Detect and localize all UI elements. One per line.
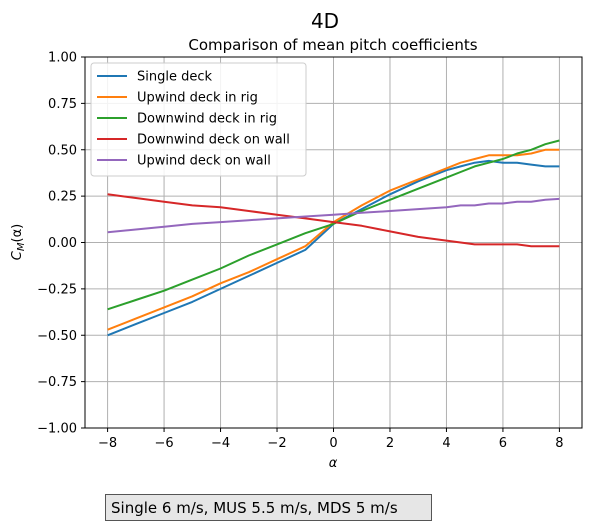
y-tick-label: −0.25 [37, 282, 77, 297]
figure-suptitle: 4D [311, 9, 339, 33]
x-tick-label: 2 [386, 436, 394, 451]
y-tick-label: 0.75 [48, 97, 77, 112]
y-tick-label: 0.50 [48, 143, 77, 158]
y-axis-label-suffix: (α) [10, 224, 25, 243]
y-tick-label: −0.75 [37, 375, 77, 390]
y-tick-label: 0.00 [48, 236, 77, 251]
legend-entry-label: Single deck [137, 70, 212, 85]
y-axis-label-sub: M [16, 242, 27, 251]
legend-entry-label: Downwind deck in rig [137, 112, 277, 127]
x-tick-label: −4 [211, 436, 230, 451]
legend-entry-label: Upwind deck on wall [137, 154, 271, 169]
y-tick-label: −1.00 [37, 422, 77, 437]
legend-entry-label: Upwind deck in rig [137, 91, 258, 106]
x-tick-label: 6 [499, 436, 507, 451]
y-tick-label: 0.25 [48, 190, 77, 205]
y-tick-label: −0.50 [37, 329, 77, 344]
x-tick-label: −6 [154, 436, 173, 451]
parameters-caption: Single 6 m/s, MUS 5.5 m/s, MDS 5 m/s [105, 494, 432, 521]
chart-title: Comparison of mean pitch coefficients [188, 36, 477, 54]
legend-entry-label: Downwind deck on wall [137, 133, 290, 148]
x-tick-label: 0 [329, 436, 337, 451]
y-tick-label: 1.00 [48, 51, 77, 66]
x-tick-label: 8 [555, 436, 563, 451]
x-tick-label: −2 [267, 436, 286, 451]
legend: Single deck Upwind deck in rig Downwind de… [91, 63, 306, 176]
x-tick-label: 4 [442, 436, 450, 451]
y-axis-label: CM(α) [10, 224, 27, 260]
x-axis-label: α [329, 456, 338, 471]
x-tick-label: −8 [98, 436, 117, 451]
